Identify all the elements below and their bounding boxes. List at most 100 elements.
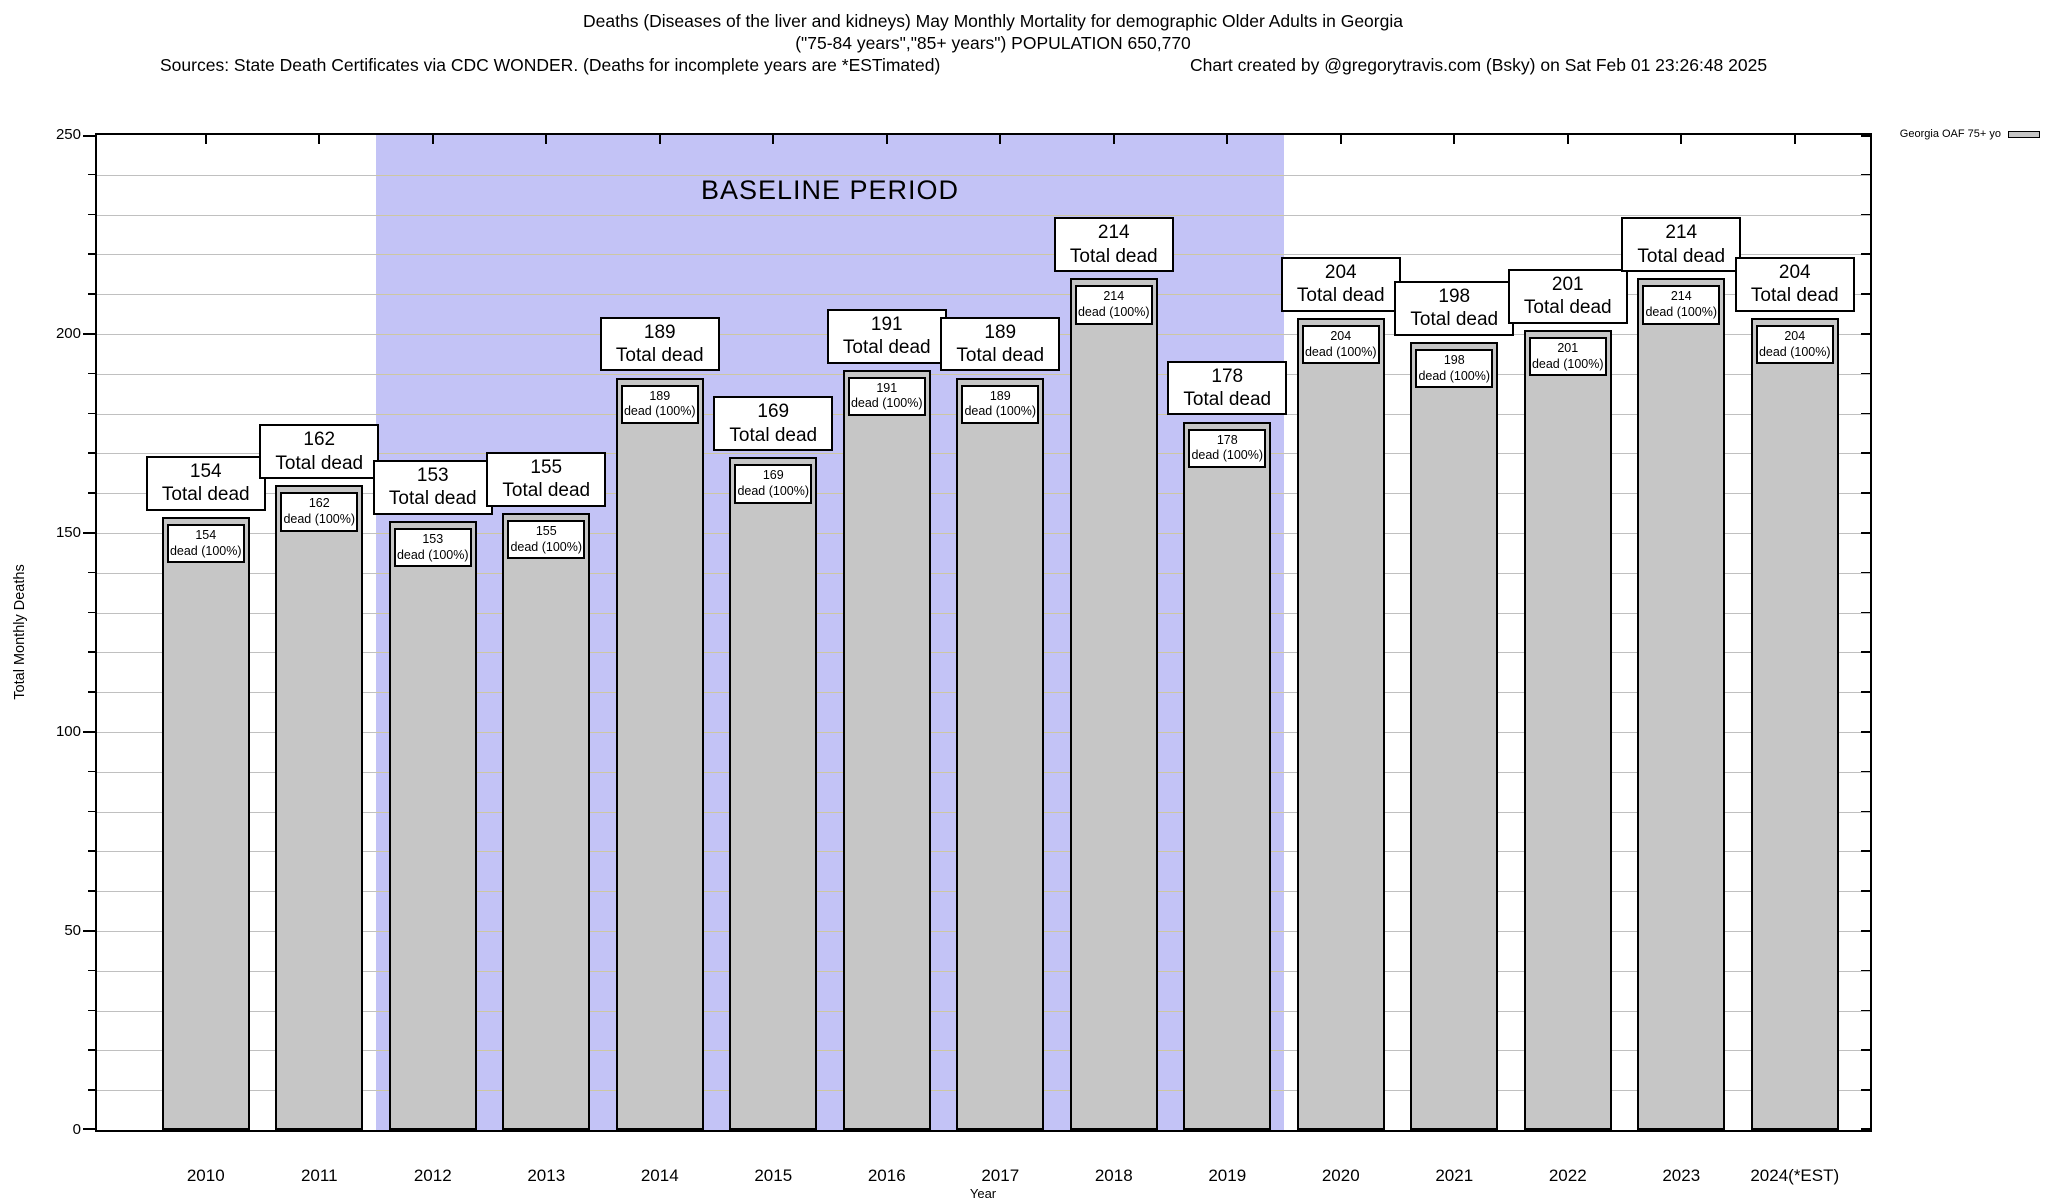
- bar-inner-value: 153: [422, 532, 444, 547]
- legend-swatch-icon: [2008, 130, 2040, 138]
- bar-inner-suffix: dead (100%): [1191, 448, 1264, 463]
- bar-inner-suffix: dead (100%): [1077, 304, 1150, 319]
- gridline: [376, 891, 1284, 893]
- bar-total-suffix: Total dead: [1637, 245, 1726, 267]
- gridline: [376, 851, 1284, 853]
- y-tick-label: 50: [64, 922, 81, 939]
- y-tick: [88, 1049, 97, 1051]
- bar-inner-label: 189 dead (100%): [620, 384, 699, 425]
- y-tick: [88, 1009, 97, 1012]
- bar-inner-label: 153 dead (100%): [393, 528, 472, 568]
- y-tick: [88, 571, 97, 574]
- bar-inner-suffix: dead (100%): [737, 484, 810, 499]
- y-tick-mirror: [1861, 969, 1870, 972]
- gridline: [376, 970, 1284, 972]
- bar-2013: 155 dead (100%): [502, 513, 591, 1130]
- x-tick: [1453, 135, 1456, 144]
- gridline: [376, 533, 1284, 534]
- bar-inner-value: 189: [649, 388, 671, 403]
- bar-2022: 201 dead (100%): [1523, 330, 1612, 1130]
- bar-inner-label: 189 dead (100%): [961, 384, 1040, 425]
- bar-inner-suffix: dead (100%): [396, 547, 469, 562]
- bar-inner-value: 155: [535, 524, 557, 539]
- bar-total-value: 154: [189, 461, 222, 483]
- y-tick-label: 150: [55, 524, 81, 541]
- bar-inner-value: 214: [1103, 289, 1125, 304]
- bar-total-label: 204 Total dead: [1734, 257, 1855, 312]
- bar-inner-label: 169 dead (100%): [734, 464, 813, 504]
- gridline: [376, 174, 1284, 176]
- bar-total-value: 214: [1665, 222, 1698, 244]
- sources-note: Sources: State Death Certificates via CD…: [160, 55, 941, 75]
- bar-inner-value: 201: [1557, 341, 1579, 356]
- x-tick: [658, 135, 661, 144]
- gridline: [376, 1050, 1284, 1052]
- bar-2016: 191 dead (100%): [842, 369, 931, 1130]
- gridline: [376, 732, 1284, 733]
- x-category-label: 2011: [300, 1166, 338, 1185]
- bar-2014: 189 dead (100%): [615, 377, 704, 1130]
- y-tick-mirror: [1861, 1049, 1870, 1051]
- bar-inner-label: 154 dead (100%): [166, 524, 245, 564]
- bar-inner-value: 204: [1784, 329, 1806, 344]
- x-tick: [885, 135, 888, 144]
- bar-total-suffix: Total dead: [615, 345, 704, 367]
- gridline: [376, 373, 1284, 375]
- y-tick-mirror: [1861, 412, 1870, 415]
- bar-total-label: 178 Total dead: [1167, 360, 1288, 416]
- y-tick-mirror: [1861, 253, 1870, 255]
- legend: Georgia OAF 75+ yo: [1900, 128, 2040, 140]
- bar-total-label: 189 Total dead: [940, 316, 1061, 372]
- bar-inner-suffix: dead (100%): [510, 539, 583, 554]
- bar-2010: 154 dead (100%): [161, 517, 250, 1130]
- bar-2017: 189 dead (100%): [956, 377, 1045, 1130]
- gridline: [376, 214, 1284, 216]
- bar-inner-label: 162 dead (100%): [280, 492, 359, 532]
- y-tick: [88, 611, 97, 614]
- y-tick: [88, 651, 97, 653]
- y-tick-mirror: [1861, 890, 1870, 892]
- gridline: [376, 692, 1284, 694]
- bar-inner-value: 198: [1443, 352, 1465, 367]
- y-tick: [88, 969, 97, 972]
- gridline: [376, 493, 1284, 495]
- y-tick: [88, 492, 97, 494]
- x-category-label: 2023: [1662, 1166, 1701, 1185]
- gridline: [376, 652, 1284, 654]
- gridline: [376, 771, 1284, 773]
- legend-label: Georgia OAF 75+ yo: [1899, 128, 2001, 140]
- gridline: [376, 1090, 1284, 1092]
- bar-inner-value: 204: [1330, 329, 1352, 344]
- bar-total-value: 204: [1324, 262, 1357, 284]
- bar-total-label: 155 Total dead: [486, 452, 607, 507]
- y-tick: [88, 253, 97, 255]
- y-tick-mirror: [1861, 293, 1870, 295]
- gridline: [376, 931, 1284, 932]
- y-tick-mirror: [1861, 372, 1870, 375]
- bar-total-suffix: Total dead: [1069, 245, 1158, 267]
- y-tick: [88, 890, 97, 892]
- bar-2015: 169 dead (100%): [729, 457, 818, 1130]
- bar-total-label: 201 Total dead: [1507, 269, 1628, 324]
- bar-inner-suffix: dead (100%): [623, 404, 696, 419]
- bar-total-label: 214 Total dead: [1053, 217, 1174, 272]
- y-tick: [88, 293, 97, 295]
- bar-total-value: 169: [757, 401, 790, 423]
- bar-inner-suffix: dead (100%): [850, 396, 923, 411]
- gridline: [376, 294, 1284, 296]
- bar-2011: 162 dead (100%): [275, 485, 364, 1130]
- bar-inner-label: 214 dead (100%): [1642, 285, 1721, 325]
- bar-2019: 178 dead (100%): [1183, 421, 1272, 1130]
- x-category-label: 2015: [754, 1166, 793, 1185]
- bar-total-value: 162: [303, 429, 336, 451]
- bar-inner-value: 214: [1670, 289, 1692, 304]
- bar-total-label: 189 Total dead: [599, 316, 720, 372]
- bar-total-value: 178: [1211, 365, 1244, 387]
- x-tick: [1566, 135, 1569, 144]
- bar-total-label: 204 Total dead: [1280, 257, 1401, 312]
- bar-total-suffix: Total dead: [161, 484, 250, 506]
- bar-inner-value: 154: [195, 528, 217, 543]
- y-tick-label: 100: [55, 723, 81, 740]
- x-category-label: 2021: [1435, 1166, 1474, 1185]
- y-tick-mirror: [1861, 611, 1870, 614]
